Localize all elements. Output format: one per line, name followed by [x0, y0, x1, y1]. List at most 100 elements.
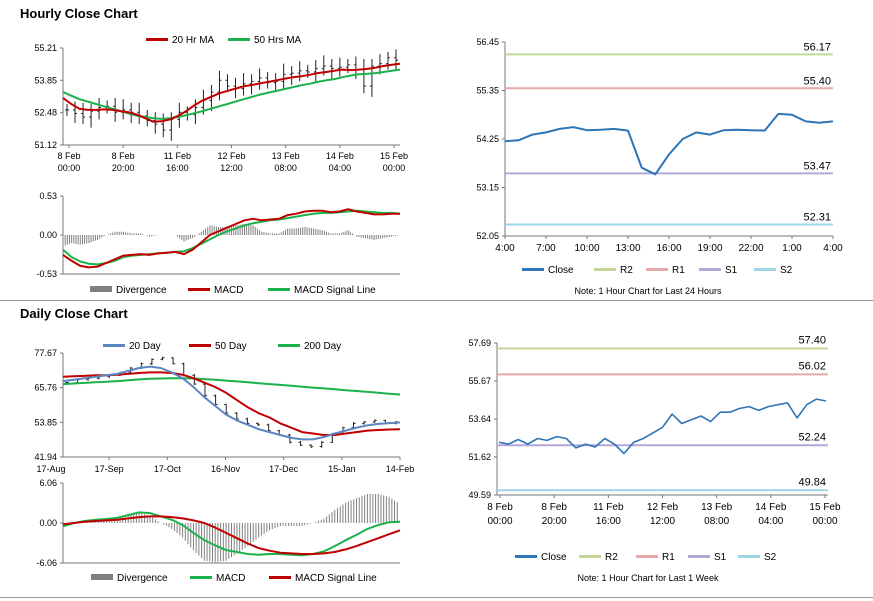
daily-pivot-s1-value-label: 52.24 [798, 431, 826, 443]
hourly-pivot-x-tick-label: 22:00 [738, 243, 763, 254]
hourly-pivot-r2-legend-label: R2 [620, 265, 633, 276]
hourly-pivot-y-tick-label: 56.45 [476, 37, 499, 47]
hourly-macd-divergence-legend-swatch [90, 286, 112, 292]
daily-pivot-y-tick-label: 49.59 [468, 490, 491, 500]
hourly-price-ma20-legend-label: 20 Hr MA [172, 35, 215, 46]
daily-price-x-tick-label: 14-Feb [386, 464, 415, 474]
daily-macd-macd-legend-label: MACD [216, 573, 245, 584]
hourly-macd-macd-legend-swatch [188, 288, 210, 291]
hourly-macd-macd-legend-label: MACD [214, 285, 243, 296]
hourly-pivot-x-tick-label: 1:00 [782, 243, 802, 254]
hourly-price-ma50-line [62, 68, 401, 120]
hourly-pivot-x-tick-label: 13:00 [615, 243, 640, 254]
daily-pivot-s2-legend-swatch [738, 555, 760, 558]
hourly-pivot-y-tick-label: 55.35 [476, 86, 499, 96]
daily-price-ma50-legend-label: 50 Day [215, 341, 247, 352]
daily-pivot-r1-legend-label: R1 [662, 552, 675, 563]
hourly-pivot-y-tick-label: 53.15 [476, 183, 499, 193]
daily-pivot-close-legend-label: Close [541, 552, 567, 563]
daily-pivot-r2-value-label: 57.40 [798, 334, 826, 346]
daily-price-x-tick-label: 15-Jan [328, 464, 356, 474]
hourly-pivot-r2-value-label: 56.17 [803, 41, 831, 53]
hourly-macd-divergence-bars [62, 223, 399, 247]
daily-macd-divergence-legend-swatch [91, 574, 113, 580]
hourly-pivot-s2-legend-swatch [754, 268, 776, 271]
daily-pivot-s2-legend-label: S2 [764, 552, 777, 563]
hourly-macd-y-tick-label: 0.00 [39, 230, 57, 240]
hourly-pivot-close-line [504, 112, 834, 176]
hourly-pivot-x-tick-label: 19:00 [697, 243, 722, 254]
hourly-price-x-tick-label: 20:00 [112, 163, 135, 173]
daily-price-x-tick-label: 16-Nov [211, 464, 241, 474]
daily-pivot-x-tick-label: 8 Feb [541, 502, 567, 513]
hourly-pivot-s2-value-label: 52.31 [803, 212, 831, 224]
hourly-price-ma50-legend-label: 50 Hrs MA [254, 35, 302, 46]
daily-macd-macd-line [62, 511, 401, 557]
daily-pivot-close-legend-swatch [515, 555, 537, 558]
section-divider [0, 300, 873, 301]
daily-pivot-y-tick-label: 53.64 [468, 414, 491, 424]
hourly-macd-y-tick-label: 0.53 [39, 191, 57, 201]
daily-price-x-tick-label: 17-Oct [154, 464, 182, 474]
daily-pivot-s2-value-label: 49.84 [798, 476, 826, 488]
hourly-macd-y-tick-label: -0.53 [36, 269, 57, 279]
hourly-price-x-tick-label: 8 Feb [57, 151, 80, 161]
hourly-pivot-y-tick-label: 54.25 [476, 134, 499, 144]
daily-price-ma20-line [62, 365, 401, 441]
daily-price-y-tick-label: 41.94 [34, 452, 57, 462]
daily-price-x-tick-label: 17-Aug [36, 464, 65, 474]
daily-price-x-tick-label: 17-Dec [269, 464, 299, 474]
hourly-price-y-tick-label: 52.48 [34, 108, 57, 118]
daily-pivot-y-tick-label: 51.62 [468, 452, 491, 462]
daily-pivot-x-tick-label: 15 Feb [809, 502, 841, 513]
daily-pivot-x-tick-label: 00:00 [812, 516, 837, 527]
daily-price-ma50-line [62, 371, 401, 436]
hourly-price-x-tick-label: 00:00 [58, 163, 81, 173]
hourly-price-x-tick-label: 11 Feb [164, 151, 191, 161]
daily-pivot-y-tick-label: 57.69 [468, 338, 491, 348]
hourly-pivot-x-tick-label: 10:00 [574, 243, 599, 254]
daily-pivot-x-tick-label: 13 Feb [701, 502, 733, 513]
hourly-macd-signal-line [62, 209, 401, 266]
daily-macd-signal-legend-label: MACD Signal Line [295, 573, 377, 584]
hourly-pivot-s1-legend-swatch [699, 268, 721, 271]
daily-pivot-x-tick-label: 04:00 [758, 516, 783, 527]
daily-pivot-r1-legend-swatch [636, 555, 658, 558]
hourly-pivot-x-tick-label: 4:00 [823, 243, 843, 254]
daily-pivot-close-line [498, 398, 827, 455]
daily-price-bars [65, 356, 398, 448]
hourly-price-x-tick-label: 12 Feb [217, 151, 245, 161]
hourly-price-x-tick-label: 14 Feb [326, 151, 354, 161]
daily-pivot-x-tick-label: 8 Feb [487, 502, 513, 513]
hourly-price-x-tick-label: 12:00 [220, 163, 243, 173]
hourly-price-x-tick-label: 8 Feb [112, 151, 135, 161]
daily-price-ma20-legend-label: 20 Day [129, 341, 161, 352]
hourly-price-x-tick-label: 13 Feb [272, 151, 300, 161]
hourly-price-y-tick-label: 51.12 [34, 140, 57, 150]
daily-macd-divergence-bars [62, 493, 398, 563]
daily-price-y-tick-label: 77.67 [34, 348, 57, 358]
daily-price-ma200-legend-swatch [278, 344, 300, 347]
hourly-pivot-x-tick-label: 16:00 [656, 243, 681, 254]
daily-pivot-y-tick-label: 55.67 [468, 376, 491, 386]
hourly-price-bars [65, 49, 398, 141]
hourly-pivot-x-tick-label: 7:00 [536, 243, 556, 254]
hourly-price-x-tick-label: 15 Feb [380, 151, 408, 161]
daily-pivot-x-tick-label: 08:00 [704, 516, 729, 527]
daily-price-y-tick-label: 53.85 [34, 417, 57, 427]
daily-pivot-x-tick-label: 11 Feb [593, 502, 624, 513]
hourly-price-ma20-line [62, 62, 401, 123]
hourly-pivot-s1-value-label: 53.47 [803, 160, 831, 172]
daily-pivot-x-tick-label: 16:00 [596, 516, 621, 527]
daily-pivot-r2-legend-label: R2 [605, 552, 618, 563]
bottom-divider [0, 597, 873, 598]
hourly-pivot-r1-legend-swatch [646, 268, 668, 271]
daily-pivot-x-tick-label: 00:00 [487, 516, 512, 527]
hourly-macd-signal-legend-label: MACD Signal Line [294, 285, 376, 296]
hourly-pivot-close-legend-label: Close [548, 265, 574, 276]
daily-macd-macd-legend-swatch [190, 576, 212, 579]
daily-macd-signal-line [62, 515, 401, 555]
daily-pivot-x-tick-label: 14 Feb [755, 502, 787, 513]
hourly-price-x-tick-label: 04:00 [329, 163, 352, 173]
